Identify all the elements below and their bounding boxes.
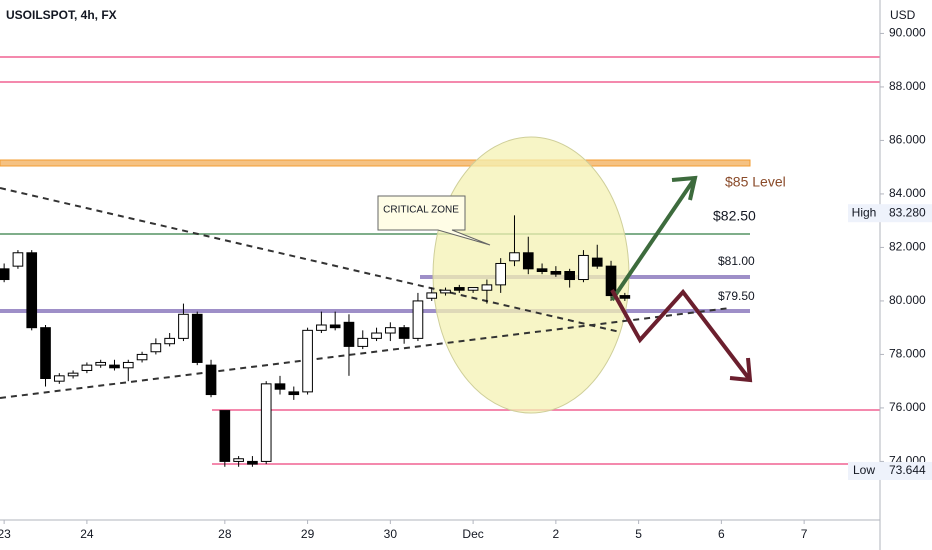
x-tick-label: 2 xyxy=(553,527,560,541)
candle-body xyxy=(40,327,51,379)
candle-body xyxy=(191,313,203,363)
y-axis-label: USD xyxy=(890,8,916,22)
x-tick-label: 23 xyxy=(0,527,11,541)
candle-body xyxy=(205,364,217,396)
candle-body xyxy=(260,383,272,462)
x-tick-label: 5 xyxy=(635,527,642,541)
y-tick-label: 80.000 xyxy=(889,293,926,307)
candle-body xyxy=(481,284,493,291)
candle-body xyxy=(605,265,617,297)
chart-title: USOILSPOT, 4h, FX xyxy=(6,8,117,22)
candle-body xyxy=(412,300,424,339)
bear-arrow-head xyxy=(729,357,753,383)
candle-body xyxy=(0,268,10,281)
candle-body xyxy=(329,324,341,329)
candle-body xyxy=(426,292,438,299)
candle-body xyxy=(81,364,93,371)
candle-body xyxy=(578,254,589,281)
marker-box xyxy=(848,204,932,223)
candle-body xyxy=(274,383,286,390)
candle-body xyxy=(619,295,631,299)
candle-body xyxy=(302,329,313,393)
marker-label: Low xyxy=(853,463,875,477)
y-tick-label: 86.000 xyxy=(889,133,926,147)
candle-body xyxy=(591,257,603,267)
y-tick-label: 90.000 xyxy=(889,26,926,40)
y-tick-label: 84.000 xyxy=(889,186,926,200)
annotation: $85 Level xyxy=(725,174,786,190)
y-tick-label: 88.000 xyxy=(889,79,926,93)
candle-body xyxy=(536,268,548,273)
candle-body xyxy=(385,327,396,334)
candle-body xyxy=(109,364,120,369)
bull-arrow-head xyxy=(671,175,698,201)
candle-body xyxy=(164,337,175,345)
candle-body xyxy=(95,361,107,366)
zone-ellipse xyxy=(432,136,630,414)
candle-body xyxy=(467,287,479,291)
candle-body xyxy=(136,353,148,361)
x-tick-label: 6 xyxy=(718,527,725,541)
x-tick-label: 7 xyxy=(801,527,808,541)
bull-arrow xyxy=(610,176,697,302)
callout xyxy=(377,195,491,246)
candle-body xyxy=(440,289,451,294)
marker-label: High xyxy=(852,205,877,219)
marker-value: 73.644 xyxy=(889,463,926,477)
candle-body xyxy=(67,372,79,377)
annotation: $82.50 xyxy=(713,208,756,224)
y-tick-label: 76.000 xyxy=(889,400,926,414)
candle-body xyxy=(219,410,231,462)
candle-body xyxy=(122,361,134,369)
candle-body xyxy=(495,262,507,286)
bear-arrow xyxy=(610,288,752,382)
candle-body xyxy=(178,313,189,339)
candle-body xyxy=(371,332,382,339)
x-tick-label: 29 xyxy=(301,527,315,541)
trendline xyxy=(0,187,621,333)
candle-body xyxy=(12,252,24,267)
level-band xyxy=(0,159,751,167)
candle-body xyxy=(343,321,355,347)
candle-body xyxy=(53,375,65,382)
annotation: $81.00 xyxy=(718,254,755,268)
marker-value: 83.280 xyxy=(889,205,926,219)
y-tick-label: 82.000 xyxy=(889,240,926,254)
y-tick-label: 78.000 xyxy=(889,347,926,361)
candle-body xyxy=(522,252,534,270)
candle-body xyxy=(26,252,38,329)
candle-body xyxy=(564,271,575,281)
marker-box xyxy=(848,461,932,480)
candle-body xyxy=(357,337,369,347)
candle-body xyxy=(509,252,520,262)
candle-body xyxy=(398,327,410,339)
x-tick-label: Dec xyxy=(462,527,483,541)
annotation: CRITICAL ZONE xyxy=(383,205,459,216)
candle-body xyxy=(288,391,300,396)
x-tick-label: 28 xyxy=(218,527,232,541)
trendline xyxy=(0,307,731,399)
x-tick-label: 24 xyxy=(80,527,94,541)
candle-body xyxy=(150,343,162,353)
x-tick-label: 30 xyxy=(384,527,398,541)
candles xyxy=(0,215,631,467)
candle-body xyxy=(453,287,465,291)
price-axis xyxy=(880,0,932,550)
candle-body xyxy=(550,271,562,275)
candle-body xyxy=(316,324,327,331)
candle-body xyxy=(233,458,244,462)
candle-body xyxy=(247,460,258,465)
annotation: $79.50 xyxy=(718,289,755,303)
